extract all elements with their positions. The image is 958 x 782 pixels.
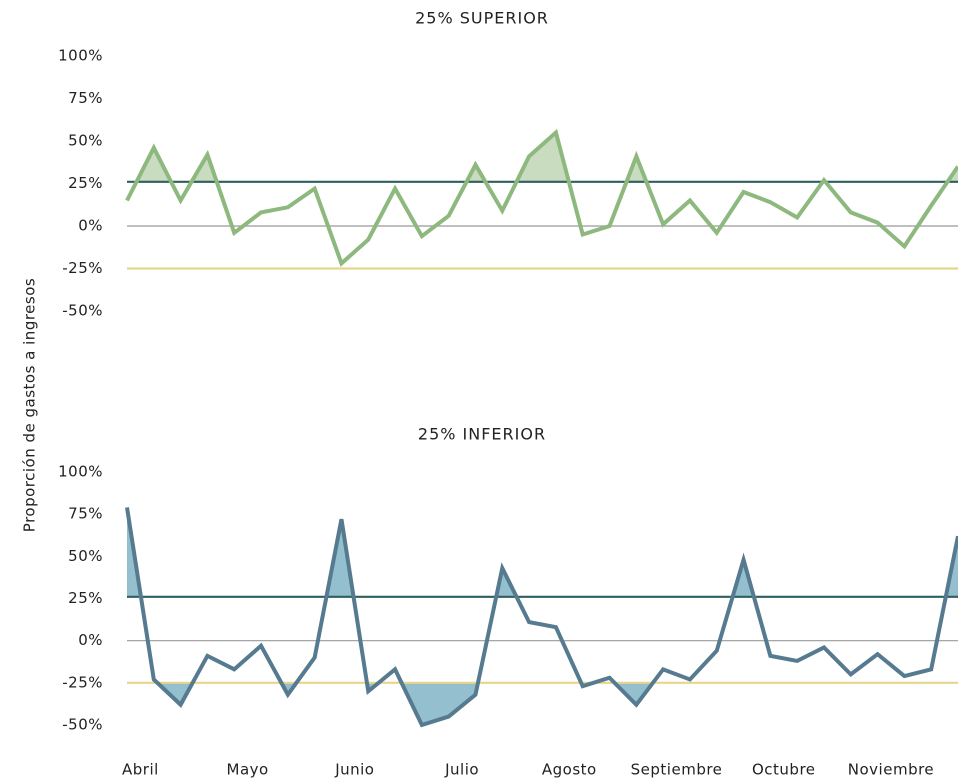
y-tick-label: 50%: [68, 547, 103, 565]
x-tick-label: Octubre: [752, 761, 816, 779]
y-tick-label: 0%: [78, 217, 103, 235]
y-tick-label: 75%: [68, 505, 103, 523]
shaded-area: [127, 132, 958, 182]
shaded-area: [127, 507, 958, 597]
y-tick-label: -50%: [62, 716, 103, 734]
y-tick-label: 100%: [58, 47, 103, 65]
x-tick-label: Noviembre: [848, 761, 934, 779]
x-tick-label: Junio: [334, 761, 374, 779]
x-tick-label: Abril: [122, 761, 159, 779]
x-tick-label: Septiembre: [631, 761, 723, 779]
y-tick-label: -25%: [62, 259, 103, 277]
y-tick-label: 25%: [68, 174, 103, 192]
y-tick-label: 50%: [68, 132, 103, 150]
shaded-area: [157, 682, 653, 725]
x-tick-label: Agosto: [542, 761, 597, 779]
line: [125, 507, 958, 728]
y-tick-label: 100%: [58, 463, 103, 481]
y-tick-label: 25%: [68, 589, 103, 607]
line: [125, 128, 958, 267]
chart-title: 25% INFERIOR: [418, 425, 546, 444]
y-axis-label: Proporción de gastos a ingresos: [21, 278, 39, 532]
x-tick-label: Julio: [444, 761, 479, 779]
y-tick-label: -25%: [62, 673, 103, 691]
y-tick-label: 0%: [78, 631, 103, 649]
y-tick-label: 75%: [68, 89, 103, 107]
chart-title: 25% SUPERIOR: [415, 9, 549, 28]
y-tick-label: -50%: [62, 302, 103, 320]
x-tick-label: Mayo: [227, 761, 269, 779]
